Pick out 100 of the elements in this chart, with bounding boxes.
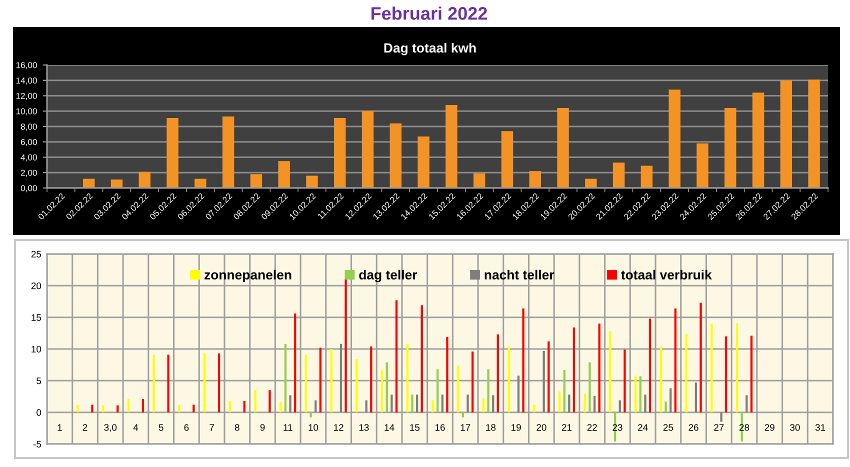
x-tick-label: 25 [663,424,674,431]
bar [558,391,561,412]
bar [365,400,368,412]
bar [724,108,736,188]
x-tick-label: 4 [133,424,138,431]
bar [710,324,713,412]
x-tick-label: 12 [334,424,344,431]
x-tick-label: 1 [58,424,62,431]
x-tick-label: 10 [308,424,318,431]
bar [508,346,510,412]
bar [289,395,292,412]
x-tick-label: 17 [460,424,470,431]
y-tick-label: 2,00 [20,170,37,177]
bar [584,394,586,412]
bar [660,346,662,412]
x-tick-label: 13 [359,424,369,431]
bar [330,349,332,412]
bar [572,327,576,412]
x-tick-label: 11 [284,424,292,431]
x-tick-label: 8 [234,424,240,431]
x-tick-label: 6 [184,424,189,431]
y-tick-label: 10,00 [16,108,37,116]
x-tick-label: 27 [714,424,724,431]
bar [218,353,220,412]
y-tick-label: 6,00 [20,138,37,146]
bar [557,108,569,188]
bar [418,136,430,188]
bar [618,400,621,412]
bar [280,402,282,412]
bar [529,171,541,188]
bar [496,334,500,412]
x-tick-label: 7 [210,424,214,431]
x-tick-label: 26 [688,424,698,431]
y-tick-label: 12,00 [16,92,37,100]
bar [482,398,485,412]
legend-label: totaal verbruik [621,270,712,280]
bar [664,402,667,412]
bar [624,350,626,412]
bar [127,399,130,412]
y-tick-label: 0 [36,409,42,416]
bar [492,395,494,412]
bar [319,348,322,412]
bar [568,394,570,412]
y-tick-label: 0,00 [20,185,37,192]
bar [243,400,246,412]
bar [462,412,464,418]
bar [725,336,728,412]
bar [192,404,195,412]
bar [522,308,524,412]
bar [340,344,342,412]
y-tick-label: 15 [32,314,42,321]
x-tick-label: 21 [562,424,572,431]
bar [390,123,402,188]
x-tick-label: 29 [764,424,774,431]
y-tick-label: 20 [31,282,42,290]
bar [102,405,104,412]
bar [644,394,646,412]
x-tick-label: 22 [587,424,597,431]
x-tick-label: 31 [815,424,826,431]
bar [517,376,520,412]
x-tick-label: 16 [435,424,445,431]
bar [674,308,676,412]
y-tick-label: 10 [32,346,42,353]
bar [222,116,234,188]
chart-title: Februari 2022 [372,6,487,20]
bar [250,174,262,188]
bar [670,388,672,412]
bar [344,278,347,412]
bar [542,350,545,412]
bar [306,176,318,188]
bar [640,166,653,188]
bar [228,400,232,412]
bar [166,118,178,188]
bar [473,173,486,188]
bar [304,354,308,412]
bar [204,353,206,412]
bar [609,331,612,412]
x-tick-label: 9 [260,424,265,431]
bar [593,396,596,412]
bar [284,344,287,412]
bar [685,334,688,412]
x-tick-label: 15 [410,424,420,431]
bar [390,394,393,412]
bar [420,305,423,412]
bar [416,394,418,412]
bar [142,399,144,412]
x-tick-label: 24 [638,424,648,431]
x-tick-label: 19 [512,424,521,431]
y-tick-label: 16,00 [16,62,37,70]
bar [457,365,460,412]
bar [254,390,256,412]
bar [446,336,448,412]
bar [808,80,820,188]
bar [752,92,764,188]
bar [548,341,550,412]
bar [268,390,271,412]
bar [334,118,346,188]
bar [432,400,434,412]
x-tick-label: 3,0 [104,424,117,432]
bar [780,80,792,188]
